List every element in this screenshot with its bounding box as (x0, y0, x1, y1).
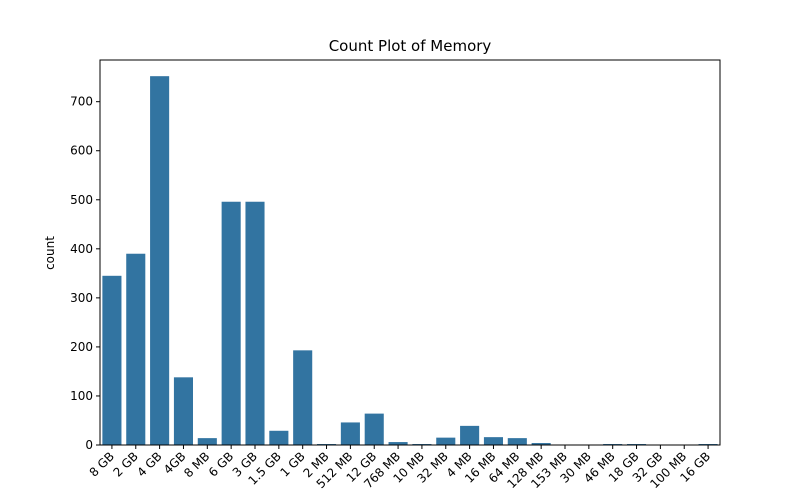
y-tick-label: 0 (85, 438, 93, 452)
bar-3-gb (245, 202, 264, 445)
y-tick-label: 100 (70, 389, 93, 403)
y-tick-label: 700 (70, 95, 93, 109)
y-tick-label: 500 (70, 193, 93, 207)
y-tick-label: 400 (70, 242, 93, 256)
bar-1-5-gb (269, 431, 288, 445)
bar-8-gb (102, 276, 121, 445)
chart-title: Count Plot of Memory (329, 37, 492, 55)
bar-8-mb (198, 438, 217, 445)
y-tick-label: 600 (70, 144, 93, 158)
bar-4-gb (150, 76, 169, 445)
bar-1-gb (293, 350, 312, 445)
bar-32-mb (436, 438, 455, 445)
y-axis-label: count (43, 236, 57, 270)
y-tick-label: 200 (70, 340, 93, 354)
y-tick-label: 300 (70, 291, 93, 305)
bar-512-mb (341, 422, 360, 445)
bar-4-mb (460, 426, 479, 445)
bar-64-mb (508, 438, 527, 445)
bar-6-gb (222, 202, 241, 445)
bar-12-gb (365, 414, 384, 445)
bar-2-gb (126, 254, 145, 445)
bar-4gb (174, 377, 193, 445)
bar-16-mb (484, 437, 503, 445)
